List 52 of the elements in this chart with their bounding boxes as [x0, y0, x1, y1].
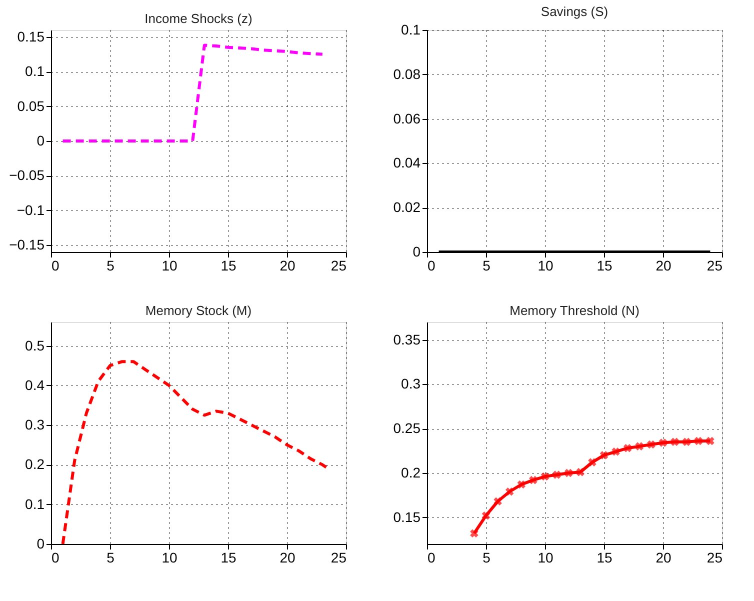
- x-tick-label: 0: [428, 550, 436, 566]
- chart-title: Savings (S): [540, 4, 608, 19]
- x-tick-label: 10: [538, 550, 554, 566]
- x-tick-label: 20: [280, 258, 296, 274]
- x-tick-label: 15: [596, 258, 612, 274]
- x-tick-label: 10: [162, 258, 178, 274]
- y-tick-label: 0.3: [25, 416, 45, 433]
- x-tick-label: 20: [656, 550, 672, 566]
- x-tick-label: 15: [596, 550, 612, 566]
- y-tick-label: 0.15: [17, 28, 45, 44]
- y-tick-label: 0.04: [393, 154, 421, 171]
- x-tick-label: 25: [330, 258, 347, 274]
- y-tick-label: 0.1: [25, 63, 45, 80]
- y-tick-label: −0.05: [9, 167, 45, 184]
- y-tick-label: 0: [36, 536, 45, 552]
- x-tick-label: 5: [482, 258, 491, 274]
- y-tick-label: 0: [412, 244, 421, 260]
- y-tick-label: 0.4: [25, 376, 45, 393]
- y-tick-label: 0.02: [393, 199, 421, 216]
- x-tick-label: 25: [706, 258, 723, 274]
- x-tick-label: 0: [52, 258, 60, 274]
- x-tick-label: 5: [106, 550, 115, 566]
- y-tick-label: 0.15: [393, 508, 421, 525]
- x-tick-label: 20: [656, 258, 672, 274]
- x-tick-label: 5: [482, 550, 491, 566]
- y-tick-label: 0.08: [393, 66, 421, 82]
- chart-title: Income Shocks (z): [144, 10, 252, 26]
- y-tick-label: 0.5: [25, 337, 45, 354]
- y-tick-label: 0.1: [25, 496, 45, 512]
- x-tick-label: 0: [428, 258, 436, 274]
- y-tick-label: 0.06: [393, 110, 421, 126]
- chart-title: Memory Threshold (N): [510, 303, 640, 318]
- x-tick-label: 25: [330, 550, 347, 566]
- x-tick-label: 0: [52, 550, 60, 566]
- y-tick-label: −0.15: [9, 236, 45, 253]
- y-tick-label: 0.1: [401, 22, 421, 38]
- x-tick-label: 5: [106, 258, 115, 274]
- y-tick-label: 0.2: [25, 456, 45, 472]
- y-tick-label: 0.35: [393, 331, 421, 348]
- y-tick-label: 0.25: [393, 420, 421, 436]
- x-tick-label: 10: [538, 258, 554, 274]
- y-tick-label: −0.1: [16, 202, 45, 218]
- y-tick-label: 0.2: [401, 464, 421, 480]
- chart-title: Memory Stock (M): [145, 303, 252, 318]
- y-tick-label: 0.05: [17, 98, 45, 114]
- x-tick-label: 15: [220, 550, 236, 566]
- x-tick-label: 20: [280, 550, 296, 566]
- x-tick-label: 25: [706, 550, 723, 566]
- x-tick-label: 15: [220, 258, 236, 274]
- y-tick-label: 0: [36, 132, 45, 148]
- x-tick-label: 10: [162, 550, 178, 566]
- y-tick-label: 0.3: [401, 376, 421, 392]
